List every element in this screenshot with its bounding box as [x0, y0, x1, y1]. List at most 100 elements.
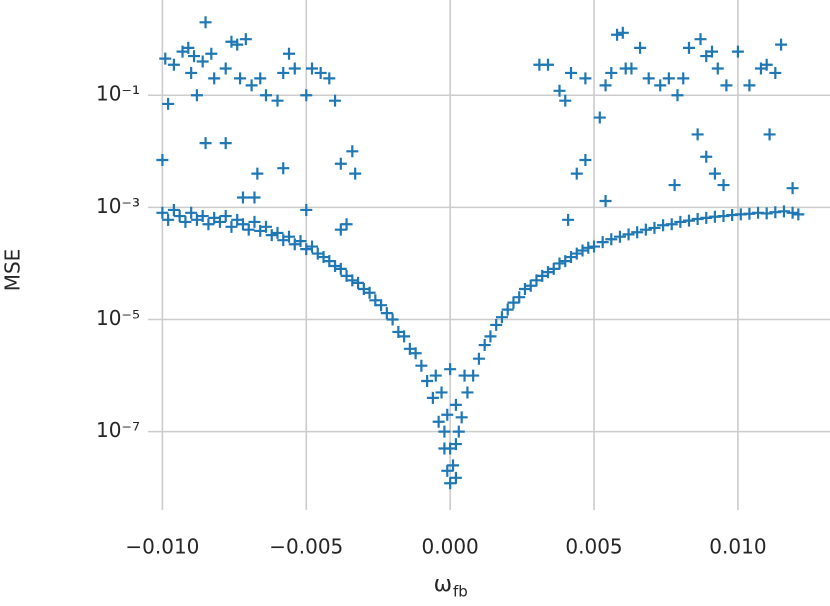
point	[501, 303, 514, 316]
grid	[148, 0, 830, 510]
point	[682, 41, 695, 54]
point	[553, 257, 566, 270]
point	[386, 313, 399, 326]
point	[441, 408, 454, 421]
point	[208, 72, 221, 85]
point	[786, 182, 799, 195]
point	[452, 425, 465, 438]
point	[300, 89, 313, 102]
point	[334, 262, 347, 275]
point	[639, 223, 652, 236]
point	[306, 240, 319, 253]
point	[329, 94, 342, 107]
point	[363, 286, 376, 299]
point	[444, 477, 457, 490]
point	[196, 55, 209, 68]
point	[605, 233, 618, 246]
point	[599, 79, 612, 92]
point	[579, 153, 592, 166]
point	[167, 203, 180, 216]
point	[711, 62, 724, 75]
point	[190, 89, 203, 102]
point	[421, 374, 434, 387]
point	[219, 210, 232, 223]
point	[234, 72, 247, 85]
point	[513, 291, 526, 304]
point	[196, 210, 209, 223]
point	[213, 215, 226, 228]
point	[662, 72, 675, 85]
point	[541, 58, 554, 71]
x-tick-label: 0.010	[709, 535, 766, 559]
point	[444, 442, 457, 455]
point	[622, 228, 635, 241]
point	[259, 89, 272, 102]
point	[283, 47, 296, 60]
x-tick-label: 0.000	[422, 535, 479, 559]
point	[559, 94, 572, 107]
point	[562, 213, 575, 226]
point	[438, 425, 451, 438]
point	[449, 398, 462, 411]
points	[156, 16, 805, 490]
point	[288, 62, 301, 75]
point	[582, 241, 595, 254]
point	[323, 72, 336, 85]
point	[461, 386, 474, 399]
point	[415, 359, 428, 372]
point	[455, 411, 468, 424]
point	[786, 206, 799, 219]
point	[694, 33, 707, 46]
point	[444, 363, 457, 376]
point	[458, 369, 471, 382]
point	[185, 66, 198, 79]
point	[507, 296, 520, 309]
point	[271, 94, 284, 107]
y-tick-label: 10⁻⁷	[96, 418, 140, 442]
point	[277, 66, 290, 79]
point	[708, 167, 721, 180]
point	[162, 97, 175, 110]
point	[225, 35, 238, 48]
point	[236, 191, 249, 204]
y-tick-label: 10⁻³	[96, 194, 140, 218]
point	[265, 229, 278, 242]
point	[294, 235, 307, 248]
point	[225, 220, 238, 233]
point	[760, 58, 773, 71]
point	[677, 72, 690, 85]
point	[642, 72, 655, 85]
point	[346, 274, 359, 287]
point	[346, 145, 359, 158]
point	[259, 220, 272, 233]
point	[495, 311, 508, 324]
point	[447, 459, 460, 472]
point	[570, 167, 583, 180]
point	[380, 307, 393, 320]
point	[654, 79, 667, 92]
x-tick-label: −0.005	[269, 535, 343, 559]
x-axis-label: ω	[434, 572, 452, 597]
point	[242, 223, 255, 236]
point	[593, 111, 606, 124]
y-axis-label: MSE	[1, 249, 25, 292]
point	[674, 215, 687, 228]
x-tick-label: −0.010	[125, 535, 199, 559]
point	[596, 236, 609, 249]
point	[777, 205, 790, 218]
point	[691, 213, 704, 226]
point	[706, 45, 719, 58]
point	[409, 347, 422, 360]
x-axis-label-subscript: fb	[453, 583, 468, 601]
point	[162, 213, 175, 226]
point	[329, 260, 342, 273]
point	[792, 208, 805, 221]
point	[245, 79, 258, 92]
point	[334, 157, 347, 170]
point	[283, 230, 296, 243]
point	[334, 223, 347, 236]
point	[634, 41, 647, 54]
point	[219, 62, 232, 75]
point	[611, 28, 624, 41]
point	[441, 464, 454, 477]
